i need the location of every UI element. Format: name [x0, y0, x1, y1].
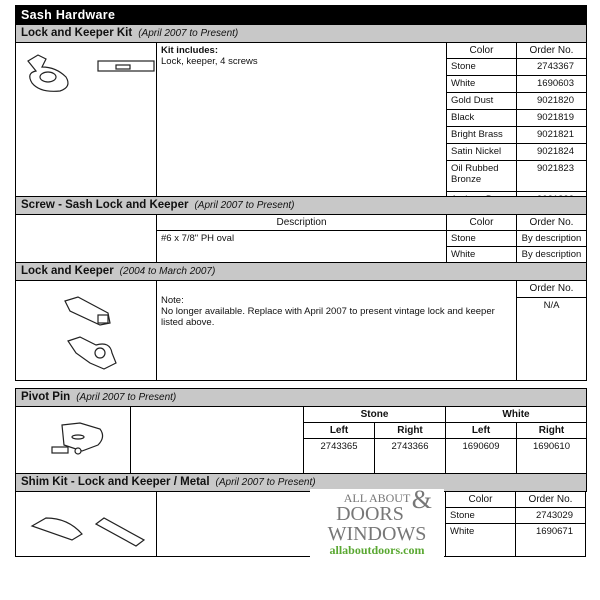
- kit-color: Black: [446, 109, 517, 127]
- kit-color: Stone: [446, 58, 517, 76]
- section-name: Shim Kit - Lock and Keeper / Metal: [21, 476, 210, 488]
- col-description: Description: [156, 214, 447, 231]
- col-white: White: [445, 406, 587, 423]
- section-header-shim: Shim Kit - Lock and Keeper / Metal (April…: [15, 473, 587, 492]
- section-date: (April 2007 to Present): [76, 392, 177, 403]
- kit-color: Satin Nickel: [446, 143, 517, 161]
- col-left: Left: [303, 422, 375, 439]
- old-lock-illustration: [64, 296, 117, 370]
- col-color: Color: [446, 42, 517, 59]
- kit-color: Oil Rubbed Bronze: [446, 160, 517, 192]
- kit-order: 9021821: [516, 126, 587, 144]
- section-header-kit: Lock and Keeper Kit (April 2007 to Presen…: [15, 24, 587, 43]
- old-lock-image: [15, 280, 157, 381]
- shim-color: Stone: [445, 507, 516, 524]
- col-left: Left: [445, 422, 517, 439]
- logo-amp: &: [411, 485, 432, 514]
- kit-description: Kit includes: Lock, keeper, 4 screws: [156, 42, 447, 197]
- section-header-old-lock: Lock and Keeper (2004 to March 2007): [15, 262, 587, 281]
- col-color: Color: [446, 214, 517, 231]
- screw-color: Stone: [446, 230, 517, 247]
- section-name: Screw - Sash Lock and Keeper: [21, 199, 189, 211]
- shim-order: 2743029: [515, 507, 586, 524]
- col-right: Right: [516, 422, 587, 439]
- shim-image: [15, 491, 157, 557]
- section-header-screw: Screw - Sash Lock and Keeper (April 2007 …: [15, 196, 587, 215]
- logo-line3: WINDOWS: [327, 523, 427, 545]
- page-title: Sash Hardware: [15, 5, 587, 24]
- screw-order: By description: [516, 230, 587, 247]
- col-order: Order No.: [516, 42, 587, 59]
- screw-description: #6 x 7/8" PH oval: [156, 230, 447, 263]
- kit-order: 9021820: [516, 92, 587, 110]
- kit-color: White: [446, 75, 517, 93]
- col-order: Order No.: [516, 280, 587, 298]
- section-date: (April 2007 to Present): [138, 28, 239, 39]
- section-header-pivot: Pivot Pin (April 2007 to Present): [15, 388, 587, 407]
- shim-color: White: [445, 523, 516, 557]
- col-order: Order No.: [516, 214, 587, 231]
- section-date: (April 2007 to Present): [194, 200, 295, 211]
- section-name: Lock and Keeper: [21, 265, 114, 277]
- col-right: Right: [374, 422, 446, 439]
- screw-image: [15, 214, 157, 263]
- old-lock-order: N/A: [516, 297, 587, 381]
- logo: ALL ABOUT & DOORS WINDOWS allaboutdoors.c…: [310, 485, 444, 557]
- pivot-image: [15, 406, 131, 479]
- note-text: No longer available. Replace with April …: [161, 306, 495, 328]
- section-name: Pivot Pin: [21, 391, 71, 403]
- pivot-pin-illustration: [51, 422, 104, 455]
- lock-keeper-illustration: [27, 54, 155, 92]
- logo-line2: DOORS: [336, 503, 404, 525]
- kit-order: 9021824: [516, 143, 587, 161]
- kit-order: 1690603: [516, 75, 587, 93]
- screw-order: By description: [516, 246, 587, 263]
- logo-url: allaboutdoors.com: [329, 543, 425, 557]
- section-name: Lock and Keeper Kit: [21, 27, 133, 39]
- kit-order: 2743367: [516, 58, 587, 76]
- logo-line1: ALL ABOUT: [343, 491, 411, 505]
- section-date: (April 2007 to Present): [215, 477, 316, 488]
- note-label: Note:: [161, 295, 184, 306]
- kit-order: 9021819: [516, 109, 587, 127]
- screw-color: White: [446, 246, 517, 263]
- kit-color: Gold Dust: [446, 92, 517, 110]
- kit-color: Bright Brass: [446, 126, 517, 144]
- kit-image: [15, 42, 157, 197]
- section-date: (2004 to March 2007): [119, 266, 216, 277]
- shim-illustration: [30, 517, 146, 547]
- kit-includes: Lock, keeper, 4 screws: [161, 56, 258, 67]
- col-color: Color: [445, 491, 516, 508]
- pivot-blank: [130, 406, 304, 479]
- col-order: Order No.: [515, 491, 586, 508]
- kit-includes-label: Kit includes:: [161, 45, 219, 56]
- col-stone: Stone: [303, 406, 446, 423]
- shim-order: 1690671: [515, 523, 586, 557]
- kit-order: 9021823: [516, 160, 587, 192]
- old-lock-note: Note: No longer available. Replace with A…: [156, 280, 517, 381]
